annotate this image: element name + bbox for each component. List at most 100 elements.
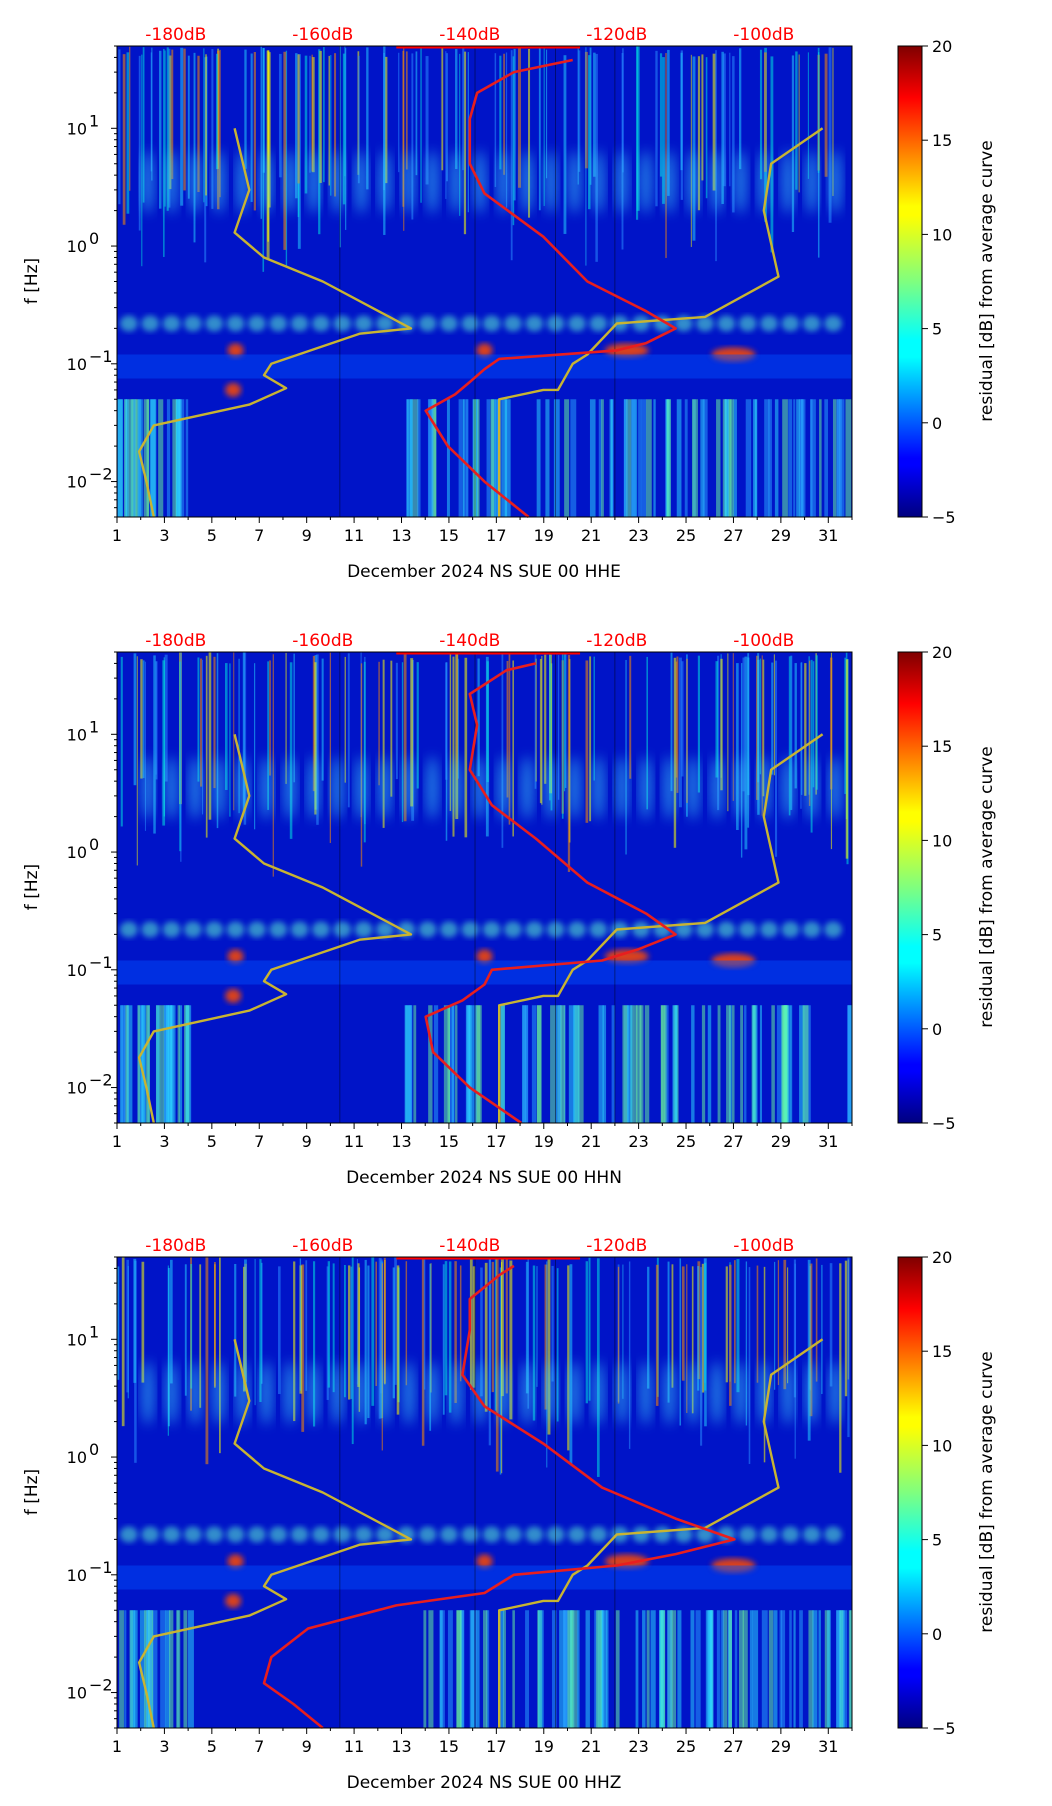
streak-high <box>556 1268 559 1422</box>
colorbar-tick-label: −5 <box>932 1114 956 1133</box>
streak-high <box>170 1259 173 1384</box>
streak-high <box>205 1257 209 1465</box>
streak-high <box>763 52 767 172</box>
streak-low <box>789 1610 792 1728</box>
streak-low <box>848 1610 852 1728</box>
streak-low <box>731 1005 735 1123</box>
streak-high <box>815 1258 818 1382</box>
x-tick-label: 19 <box>534 1737 554 1756</box>
streak-high <box>449 653 452 812</box>
streak-low <box>832 399 837 517</box>
streak-low <box>405 1005 411 1123</box>
streak-low <box>738 1610 744 1728</box>
streak-high <box>588 1257 591 1401</box>
streak-low <box>836 399 842 517</box>
blob-microseism <box>418 921 437 938</box>
streak-low <box>166 399 171 517</box>
streak-high <box>416 662 419 789</box>
streak-high <box>323 47 325 183</box>
colorbar-tick-label: 5 <box>932 1531 942 1550</box>
streak-high <box>625 659 627 855</box>
x-tick-label: 19 <box>534 526 554 545</box>
streak-low <box>824 399 829 517</box>
colorbar-label: residual [dB] from average curve <box>977 1351 997 1632</box>
band-secondary <box>117 960 852 985</box>
blob-microseism <box>738 921 757 938</box>
streak-low <box>692 399 698 517</box>
streak-high <box>253 51 256 211</box>
streak-high <box>712 53 716 191</box>
streak-low <box>646 1610 650 1728</box>
blob-microseism <box>802 921 821 938</box>
db-tick-label: -160dB <box>292 1236 353 1256</box>
blob-microseism <box>696 921 714 938</box>
streak-high <box>501 652 504 848</box>
blob-mid <box>781 149 794 214</box>
streak-low <box>601 1610 607 1728</box>
streak-low <box>724 399 729 517</box>
streak-high <box>578 50 581 172</box>
db-tick-label: -100dB <box>733 1236 794 1256</box>
streak-high <box>544 1264 548 1410</box>
streak-high <box>133 653 137 786</box>
blob-microseism <box>354 1526 373 1543</box>
blob-microseism <box>354 921 373 938</box>
streak-low <box>126 399 129 517</box>
y-tick-label: 10 <box>67 237 87 256</box>
blob-microseism <box>375 921 394 938</box>
streak-high <box>272 654 274 877</box>
streak-high <box>183 48 186 191</box>
streak-low <box>469 1610 475 1728</box>
streak-high <box>589 656 592 822</box>
streak-high <box>509 1260 513 1420</box>
streak-high <box>452 656 455 837</box>
y-tick-label: 10 <box>67 843 87 862</box>
streak-high <box>721 51 724 204</box>
streak-low <box>504 399 511 517</box>
streak-high <box>411 53 414 220</box>
colorbar-hhz: 20 15 10 5 0 −5 residual [dB] from average cu… <box>897 1248 997 1738</box>
x-tick-label: 31 <box>818 1132 838 1151</box>
blob-mid <box>710 1360 723 1425</box>
streak-high <box>260 1262 263 1384</box>
streak-high <box>217 50 220 210</box>
streak-high <box>628 1261 631 1449</box>
streak-low <box>601 399 604 517</box>
streak-high <box>545 49 548 179</box>
blob-microseism <box>311 921 330 938</box>
blob-microseism <box>781 1526 800 1543</box>
db-tick-label: -140dB <box>439 1236 500 1256</box>
blob-mid <box>734 149 747 214</box>
streak-low <box>827 1610 831 1728</box>
blob-mid <box>426 1360 439 1425</box>
streak-high <box>445 51 447 199</box>
streak-low <box>752 1610 759 1728</box>
blob-mid <box>355 149 368 214</box>
blob-microseism <box>631 315 650 332</box>
streak-low <box>752 1005 758 1123</box>
blob-mid <box>639 1360 652 1425</box>
hotspot <box>225 1593 242 1608</box>
noise-model-line <box>137 1339 413 1729</box>
psd-average-line <box>424 662 677 1125</box>
streak-high <box>809 1263 813 1417</box>
streak-high <box>187 55 190 199</box>
streak-high <box>126 1259 130 1393</box>
x-tick-label: 17 <box>486 1737 506 1756</box>
streak-low <box>133 399 136 517</box>
blob-microseism <box>247 315 266 332</box>
streak-high <box>456 654 458 781</box>
streak-high <box>133 1258 137 1383</box>
streak-low <box>636 1005 642 1123</box>
streak-high <box>518 46 521 188</box>
blob-mid <box>426 755 439 820</box>
blob-microseism <box>162 315 181 332</box>
x-tick-label: 21 <box>581 1737 601 1756</box>
blob-mid <box>616 1360 629 1425</box>
streak-low <box>744 1005 747 1123</box>
colorbar-hhn: 20 15 10 5 0 −5 residual [dB] from average cu… <box>897 643 997 1133</box>
streak-high <box>462 47 465 171</box>
streak-high <box>327 1261 331 1388</box>
blob-microseism <box>162 921 181 938</box>
streak-low <box>461 1610 465 1728</box>
